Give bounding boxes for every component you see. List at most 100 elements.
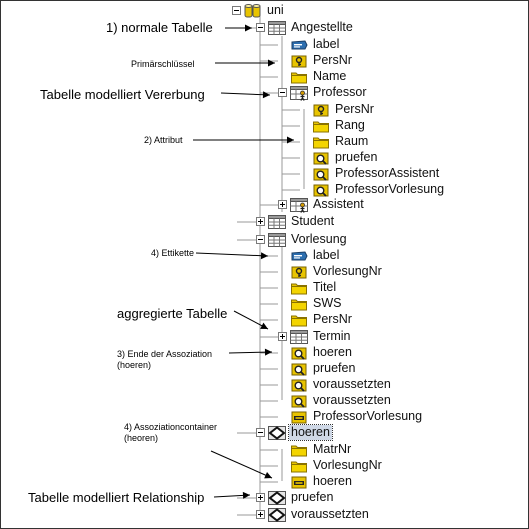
tree-node[interactable]: Titel (278, 279, 338, 296)
annotation-label: 2) Attribut (144, 135, 183, 145)
table-icon (290, 329, 308, 345)
tree-node-label: Vorlesung (291, 232, 347, 246)
tree-node[interactable]: Name (278, 68, 348, 85)
annotation-label: 4) Assoziationcontainer (heoren) (124, 422, 218, 443)
tree-node-label: label (313, 37, 340, 51)
tree-node-label: VorlesungNr (313, 458, 382, 472)
tree-node-label: pruefen (335, 150, 378, 164)
tree-node[interactable]: Vorlesung (256, 231, 349, 248)
inherited-table-icon (290, 197, 308, 213)
inherited-table-icon (290, 85, 308, 101)
annotation-label: 4) Ettikette (151, 248, 195, 258)
tree-node[interactable]: Professor (278, 84, 369, 101)
tree-node[interactable]: PersNr (278, 52, 354, 69)
tree-node[interactable]: Rang (300, 117, 367, 134)
arrowhead (287, 136, 294, 144)
tree-node-label: ProfessorVorlesung (335, 182, 445, 196)
tree-node[interactable]: ProfessorVorlesung (300, 181, 446, 198)
tree-node[interactable]: ProfessorVorlesung (278, 408, 424, 425)
collapse-toggle-icon[interactable] (256, 235, 265, 244)
tree-node[interactable]: voraussetzten (278, 376, 393, 393)
association-end-icon (312, 150, 330, 166)
tree-node[interactable]: hoeren (278, 473, 354, 490)
folder-icon (290, 280, 308, 296)
tree-node[interactable]: pruefen (278, 360, 357, 377)
tree-node[interactable]: voraussetzten (256, 506, 371, 523)
collapse-toggle-icon[interactable] (256, 23, 265, 32)
folder-icon (312, 118, 330, 134)
arrowhead (245, 24, 252, 32)
tree-node[interactable]: SWS (278, 295, 343, 312)
association-end-icon (290, 393, 308, 409)
relationship-icon (268, 490, 286, 506)
label-tag-icon (290, 248, 308, 264)
tree-node[interactable]: ProfessorAssistent (300, 165, 441, 182)
tree-node-label: Termin (313, 329, 351, 343)
arrowhead (242, 491, 250, 499)
annotation-arrow (195, 252, 269, 257)
tree-node-label: PersNr (313, 53, 352, 67)
tree-node[interactable]: VorlesungNr (278, 457, 384, 474)
association-container-icon (290, 409, 308, 425)
expand-toggle-icon[interactable] (278, 332, 287, 341)
tree-node[interactable]: PersNr (278, 311, 354, 328)
tree-node-label: Titel (313, 280, 337, 294)
tree-node[interactable]: uni (232, 2, 286, 19)
table-icon (268, 20, 286, 36)
tree-node-label: Name (313, 69, 347, 83)
tree-node[interactable]: pruefen (256, 489, 335, 506)
tree-node-label: PersNr (313, 312, 352, 326)
key-icon (312, 102, 330, 118)
annotation-arrow (228, 351, 273, 354)
tree-node-label: voraussetzten (313, 393, 391, 407)
tree-node-label: ProfessorAssistent (335, 166, 440, 180)
arrowhead (264, 471, 272, 479)
arrowhead (260, 252, 268, 260)
tree-node[interactable]: Raum (300, 133, 370, 150)
label-tag-icon (290, 37, 308, 53)
tree-node[interactable]: Assistent (278, 196, 366, 213)
tree-node-label: hoeren (288, 424, 333, 441)
tree-node[interactable]: MatrNr (278, 441, 353, 458)
tree-node[interactable]: PersNr (300, 101, 376, 118)
arrowhead (268, 59, 275, 67)
expand-toggle-icon[interactable] (256, 217, 265, 226)
arrowhead (262, 91, 270, 99)
tree-node[interactable]: Termin (278, 328, 353, 345)
table-icon (268, 232, 286, 248)
database-icon (244, 3, 262, 19)
expand-toggle-icon[interactable] (278, 200, 287, 209)
association-end-icon (290, 345, 308, 361)
relationship-icon (268, 507, 286, 523)
annotation-label: Tabelle modelliert Vererbung (40, 87, 205, 102)
annotation-label: 3) Ende der Assoziation (hoeren) (117, 349, 213, 370)
tree-node[interactable]: VorlesungNr (278, 263, 384, 280)
tree-node[interactable]: Angestellte (256, 19, 355, 36)
key-icon (290, 53, 308, 69)
annotation-label: 1) normale Tabelle (106, 20, 213, 35)
folder-icon (312, 134, 330, 150)
tree-node-label: label (313, 248, 340, 262)
tree-node[interactable]: label (278, 247, 341, 264)
tree-node-label: PersNr (335, 102, 374, 116)
expand-toggle-icon[interactable] (256, 510, 265, 519)
expand-toggle-icon[interactable] (256, 493, 265, 502)
annotation-label: Tabelle modelliert Relationship (28, 490, 205, 505)
tree-node[interactable]: Student (256, 213, 336, 230)
tree-node[interactable]: label (278, 36, 341, 53)
tree-node-label: voraussetzten (313, 377, 391, 391)
tree-node-label: SWS (313, 296, 342, 310)
collapse-toggle-icon[interactable] (256, 428, 265, 437)
tree-node-label: Professor (313, 85, 367, 99)
tree-node[interactable]: voraussetzten (278, 392, 393, 409)
folder-icon (290, 296, 308, 312)
collapse-toggle-icon[interactable] (232, 6, 241, 15)
collapse-toggle-icon[interactable] (278, 88, 287, 97)
folder-icon (290, 312, 308, 328)
tree-node[interactable]: hoeren (278, 344, 354, 361)
annotation-arrow (210, 450, 273, 479)
tree-node[interactable]: hoeren (256, 424, 333, 441)
tree-node[interactable]: pruefen (300, 149, 379, 166)
annotation-arrow (220, 92, 271, 96)
